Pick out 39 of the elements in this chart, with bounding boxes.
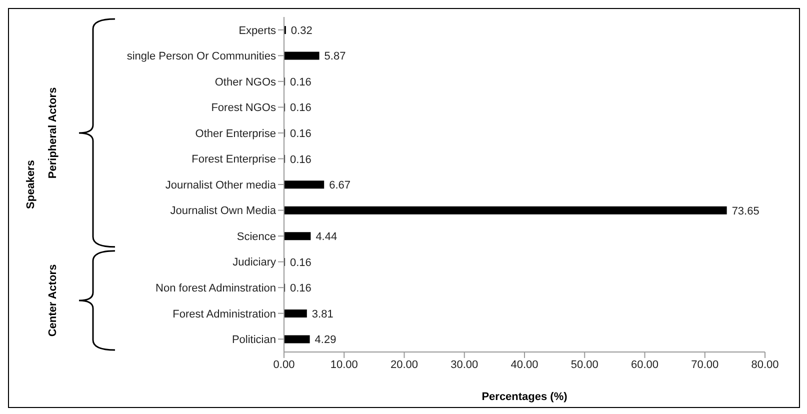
x-tick-label: 10.00	[330, 358, 358, 371]
x-tick-label: 40.00	[510, 358, 538, 371]
y-tick-label: Other Enterprise	[195, 128, 276, 140]
text: Speakers	[24, 160, 37, 209]
data-label: 5.87	[324, 50, 346, 63]
y-tick-label: Journalist Other media	[165, 179, 277, 192]
data-label: 4.29	[314, 334, 336, 346]
y-tick-label: Forest Enterprise	[192, 154, 276, 166]
data-label: 0.16	[290, 154, 312, 166]
y-tick-label: Forest NGOs	[211, 102, 276, 114]
data-label: 0.16	[290, 128, 312, 140]
x-tick-label: 80.00	[751, 358, 779, 371]
y-tick-label: Non forest Adminstration	[156, 282, 276, 294]
text: Center Actors	[46, 264, 59, 337]
x-tick-label: 50.00	[570, 358, 598, 371]
data-label: 6.67	[329, 180, 351, 192]
y-tick-label: single Person Or Communities	[126, 50, 276, 63]
data-label: 4.44	[316, 231, 338, 244]
text: Peripheral Actors	[46, 87, 59, 179]
x-tick-label: 0.00	[273, 358, 295, 371]
data-label: 3.81	[312, 308, 334, 320]
y-tick-label: Forest Administration	[172, 308, 276, 320]
x-tick-label: 60.00	[630, 358, 659, 371]
y-tick-label: Science	[236, 230, 276, 243]
data-label: 0.16	[290, 282, 312, 295]
y-tick-label: Politician	[232, 334, 276, 346]
y-tick-label: Journalist Own Media	[170, 205, 277, 218]
data-label: 73.65	[732, 205, 760, 218]
data-label: 0.16	[290, 76, 312, 88]
x-tick-label: 20.00	[390, 358, 418, 371]
x-tick-label: 70.00	[691, 358, 719, 371]
y-tick-label: Other NGOs	[214, 76, 276, 88]
y-tick-label: Judiciary	[232, 256, 276, 269]
x-tick-label: 30.00	[450, 358, 478, 371]
data-label: 0.16	[290, 256, 312, 269]
y-tick-label: Experts	[238, 24, 276, 37]
x-axis-title: Percentages (%)	[482, 391, 568, 403]
data-label: 0.16	[290, 102, 312, 114]
data-label: 0.32	[290, 24, 312, 37]
